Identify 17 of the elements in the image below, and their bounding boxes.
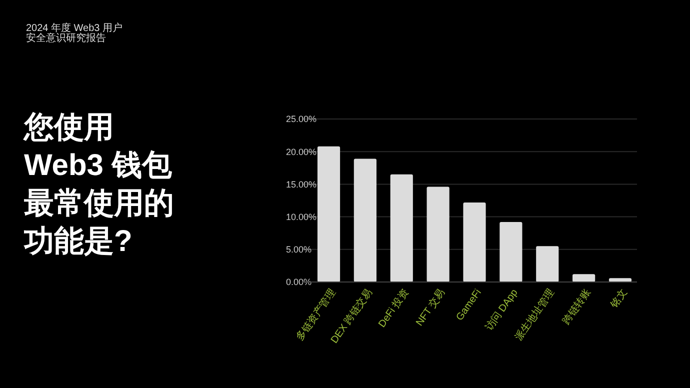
bar [572, 274, 596, 282]
bar [536, 246, 559, 282]
y-tick-label: 5.00% [286, 244, 312, 255]
bar [500, 222, 522, 282]
y-tick-label: 15.00% [286, 179, 317, 190]
x-tick-label: 铭文 [608, 286, 630, 311]
text: 您使用Web3 钱包最常使用的功能是? [23, 111, 174, 258]
bar [463, 202, 486, 282]
y-tick-label: 20.00% [286, 146, 317, 157]
bar [354, 158, 376, 282]
bar [426, 186, 450, 282]
x-tick-label: 跨链转账 [560, 286, 594, 326]
y-tick-label: 25.00% [286, 114, 317, 124]
bar [317, 146, 340, 282]
text: 2024 年度 Web3 用户安全意识研究报告 [26, 22, 123, 44]
bar [390, 174, 413, 282]
y-tick-label: 10.00% [286, 212, 317, 222]
